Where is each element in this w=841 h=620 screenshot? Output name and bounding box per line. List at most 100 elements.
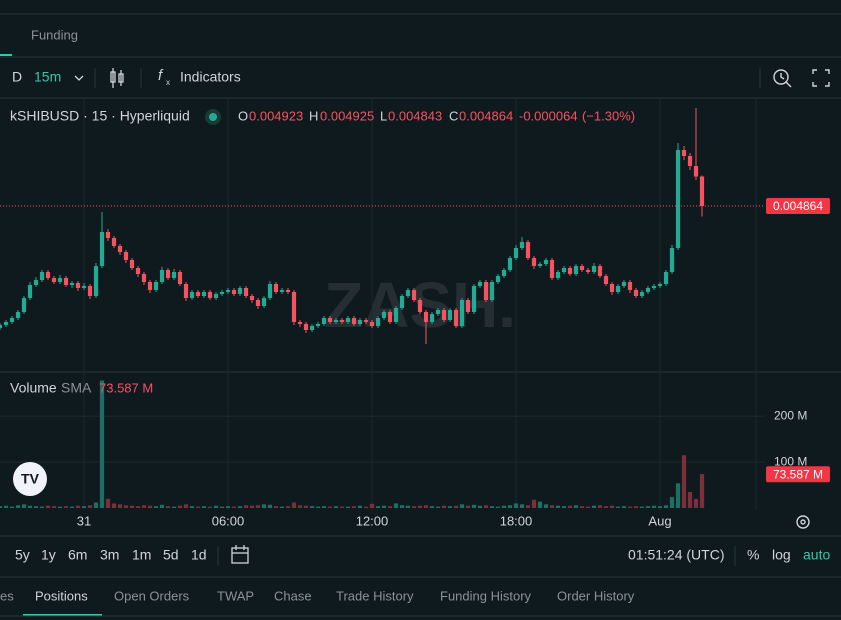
volume-bar xyxy=(123,505,129,508)
volume-bar xyxy=(273,506,279,508)
candle-type-icon[interactable] xyxy=(110,68,124,88)
bottom-tab[interactable]: es xyxy=(0,588,14,603)
scale-option[interactable]: auto xyxy=(803,547,830,563)
candle-body xyxy=(0,325,3,328)
volume-bar xyxy=(279,506,285,508)
indicators-icon[interactable]: x xyxy=(166,78,170,87)
candle-body xyxy=(51,278,57,282)
legend-value: 0.004925 xyxy=(320,108,374,123)
timeframe[interactable]: 6m xyxy=(68,547,87,563)
candle-body xyxy=(351,318,357,324)
x-tick-label: 12:00 xyxy=(356,513,389,528)
volume-bar xyxy=(135,506,141,508)
volume-bar xyxy=(117,504,123,508)
candle-body xyxy=(303,324,309,330)
volume-bar xyxy=(129,505,135,508)
volume-bar xyxy=(219,506,225,508)
tv-logo[interactable]: TV xyxy=(13,462,47,496)
candle-body xyxy=(423,312,429,322)
scale-option[interactable]: log xyxy=(772,547,791,563)
volume-bar xyxy=(285,506,291,508)
volume-tick-label: 100 M xyxy=(774,454,807,468)
status-dot xyxy=(209,113,217,121)
volume-bar xyxy=(243,505,249,508)
candle-body xyxy=(189,292,195,298)
volume-bar xyxy=(603,506,609,508)
volume-bar xyxy=(237,506,243,508)
bottom-tab[interactable]: Order History xyxy=(557,588,635,603)
candle-body xyxy=(399,296,405,308)
candle-body xyxy=(69,283,75,285)
candle-body xyxy=(315,324,321,326)
volume-bar xyxy=(201,506,207,508)
volume-bar xyxy=(75,505,81,508)
tab[interactable]: Funding xyxy=(31,27,78,42)
volume-bar xyxy=(207,506,213,508)
timeframe[interactable]: 1d xyxy=(191,547,207,563)
candle-body xyxy=(231,290,237,294)
timeframe[interactable]: 1y xyxy=(41,547,56,563)
volume-bar xyxy=(417,505,423,508)
last-price-label: 0.004864 xyxy=(773,199,823,213)
candle-body xyxy=(27,285,33,298)
candle-body xyxy=(393,308,399,322)
settings-icon[interactable] xyxy=(796,515,810,529)
candle-body xyxy=(459,300,465,326)
candle-body xyxy=(129,260,135,268)
volume-bar xyxy=(531,499,537,508)
volume-bar xyxy=(63,506,69,508)
volume-bar xyxy=(99,380,105,508)
bottom-tab[interactable]: TWAP xyxy=(217,588,254,603)
timeframe[interactable]: 3m xyxy=(100,547,119,563)
fullscreen-icon[interactable] xyxy=(812,69,830,87)
resolution-prefix[interactable]: D xyxy=(12,69,22,85)
volume-bar xyxy=(633,506,639,508)
replay-icon[interactable] xyxy=(773,69,792,88)
volume-bar xyxy=(231,506,237,508)
volume-bar xyxy=(687,491,693,508)
volume-bar xyxy=(609,505,615,508)
volume-bar xyxy=(57,506,63,508)
bottom-tab[interactable]: Funding History xyxy=(440,588,532,603)
volume-bar xyxy=(159,504,165,508)
volume-bar xyxy=(27,505,33,508)
volume-bar xyxy=(441,505,447,508)
candle-body xyxy=(375,318,381,326)
volume-bar xyxy=(693,498,699,508)
timeframe[interactable]: 1m xyxy=(132,547,151,563)
volume-bar xyxy=(0,506,3,508)
volume-bar xyxy=(345,506,351,508)
candle-body xyxy=(165,270,171,278)
timeframe[interactable]: 5d xyxy=(163,547,179,563)
bottom-tab[interactable]: Open Orders xyxy=(114,588,190,603)
indicators-icon[interactable]: f xyxy=(158,67,164,84)
volume-bar xyxy=(39,506,45,508)
bottom-tab[interactable]: Chase xyxy=(274,588,312,603)
bottom-tab[interactable]: Positions xyxy=(35,588,88,603)
scale-option[interactable]: % xyxy=(747,547,759,563)
volume-bar xyxy=(165,506,171,508)
volume-bar xyxy=(51,506,57,508)
volume-bar xyxy=(297,505,303,508)
volume-bar xyxy=(33,506,39,508)
candle-body xyxy=(441,310,447,320)
timeframe[interactable]: 5y xyxy=(15,547,30,563)
candle-body xyxy=(87,286,93,296)
volume-bar xyxy=(549,505,555,508)
date-range-icon[interactable] xyxy=(231,545,249,564)
candle-body xyxy=(321,318,327,324)
legend-change-percent: (−1.30%) xyxy=(582,108,635,123)
volume-bar xyxy=(507,505,513,508)
volume-bar xyxy=(537,501,543,508)
volume-bar xyxy=(423,505,429,508)
candle-body xyxy=(177,272,183,284)
candle-body xyxy=(57,278,63,282)
indicators-button[interactable]: Indicators xyxy=(180,69,241,85)
interval[interactable]: 15m xyxy=(34,69,61,85)
bottom-tab[interactable]: Trade History xyxy=(336,588,414,603)
candle-body xyxy=(519,242,525,248)
dropdown-icon[interactable] xyxy=(74,75,84,81)
candle-body xyxy=(573,266,579,274)
sma-box xyxy=(766,466,830,483)
